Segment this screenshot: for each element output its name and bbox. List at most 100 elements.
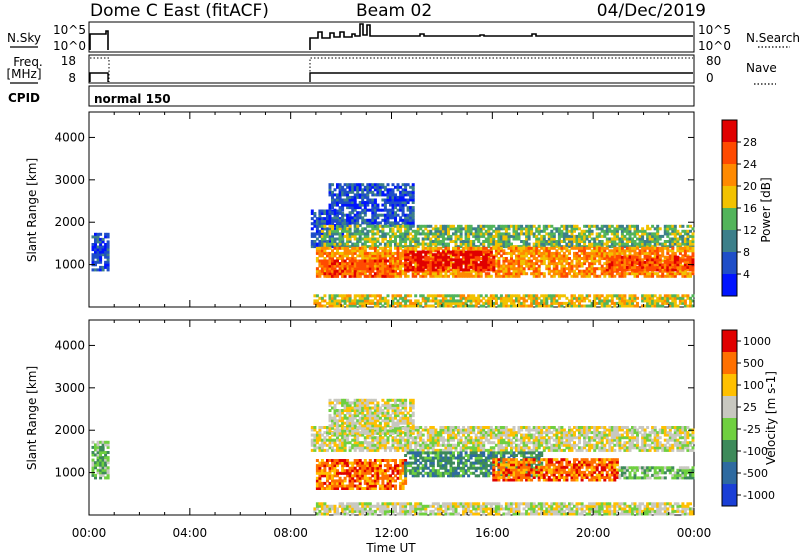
power-cell [346, 242, 350, 246]
power-cell [318, 259, 322, 263]
power-cell [666, 224, 670, 228]
power-cell [502, 240, 506, 243]
power-cell [464, 229, 468, 233]
power-cell [439, 246, 443, 250]
power-cell [452, 240, 455, 243]
velocity-cell [452, 428, 455, 432]
power-cell [333, 294, 337, 298]
power-cell [605, 265, 609, 269]
power-cell [545, 240, 549, 243]
power-cell [686, 240, 690, 243]
power-cell [333, 214, 337, 218]
power-cell [477, 246, 481, 250]
power-cell [394, 269, 397, 273]
power-cell [530, 304, 534, 308]
power-cell [346, 249, 350, 253]
power-cell [449, 299, 453, 303]
power-cell [477, 240, 481, 243]
power-cell [625, 260, 629, 264]
power-cell [431, 242, 435, 246]
velocity-cell [336, 436, 339, 440]
power-cell [648, 246, 652, 250]
power-cell [436, 260, 440, 264]
power-cell [351, 249, 355, 253]
power-cell [678, 299, 682, 303]
power-cell [424, 299, 428, 303]
power-cell [497, 269, 501, 273]
power-cell [651, 272, 655, 276]
power-cell [520, 304, 524, 308]
power-cell [436, 255, 440, 259]
power-cell [583, 234, 587, 238]
velocity-cell [341, 433, 345, 437]
power-cell [552, 257, 556, 260]
power-cell [378, 185, 382, 189]
velocity-cell [497, 436, 501, 440]
velocity-cell [436, 441, 440, 445]
power-cell [394, 213, 397, 217]
power-cell [638, 260, 642, 264]
power-cell [386, 269, 390, 273]
power-cell [603, 301, 607, 305]
power-cell [356, 267, 360, 271]
power-cell [499, 242, 503, 246]
power-cell [91, 258, 95, 262]
power-cell [404, 304, 408, 308]
power-cell [323, 259, 327, 263]
power-cell [318, 254, 322, 258]
power-cell [404, 272, 408, 276]
power-cell [351, 242, 355, 246]
power-cell [603, 234, 607, 238]
power-cell [527, 227, 531, 231]
velocity-cell [447, 431, 450, 435]
power-cell [633, 294, 637, 298]
power-cell [441, 274, 445, 278]
power-cell [593, 296, 597, 300]
velocity-cell [457, 441, 460, 445]
power-cell [595, 245, 599, 249]
power-cell [373, 249, 377, 253]
power-cell [104, 253, 108, 257]
power-cell [348, 232, 352, 236]
velocity-cell [429, 426, 433, 429]
power-cell [570, 245, 574, 249]
power-cell [625, 301, 629, 305]
velocity-cell [452, 436, 455, 440]
power-cell [414, 249, 418, 253]
velocity-cell [376, 448, 380, 452]
power-cell [545, 296, 549, 300]
power-echo-region [91, 232, 110, 272]
power-cell [401, 201, 405, 204]
power-cell [646, 263, 650, 267]
power-cell [510, 272, 513, 276]
power-cell [646, 224, 650, 228]
power-cell [338, 234, 342, 238]
power-cell [540, 229, 544, 233]
power-cell [426, 229, 430, 233]
power-cell [686, 258, 690, 262]
power-cell [562, 234, 566, 238]
power-cell [653, 242, 657, 246]
power-cell [406, 253, 410, 257]
power-cell [532, 257, 536, 260]
power-cell [578, 262, 581, 266]
power-cell [361, 245, 365, 249]
velocity-cell [444, 431, 448, 435]
power-cell [648, 263, 652, 267]
power-cell [394, 195, 397, 199]
power-cell [555, 251, 559, 255]
power-cell [331, 195, 334, 199]
power-cell [590, 257, 594, 260]
power-cell [353, 242, 357, 246]
power-cell [326, 232, 329, 236]
power-cell [474, 258, 478, 262]
velocity-cell [394, 441, 397, 445]
power-cell [373, 242, 377, 246]
velocity-cell [96, 468, 100, 472]
power-cell [646, 237, 650, 241]
power-cell [580, 240, 584, 243]
power-cell [452, 224, 455, 228]
power-cell [492, 296, 496, 300]
power-cell [610, 263, 614, 267]
power-cell [373, 272, 377, 276]
